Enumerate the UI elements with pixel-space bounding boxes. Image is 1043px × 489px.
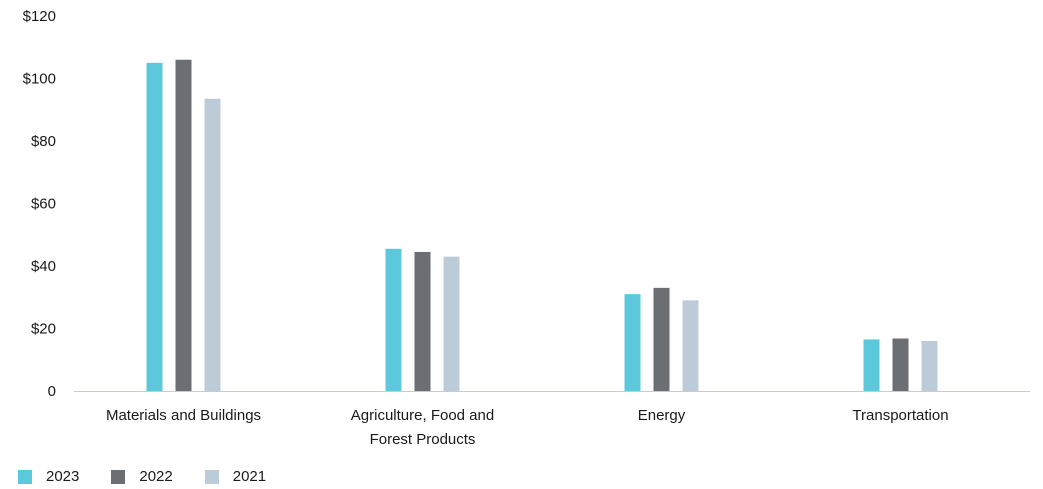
category-label: Materials and Buildings [106,407,261,424]
legend-label: 2022 [139,468,173,485]
y-tick-label: $20 [31,321,56,338]
category-label-line: Agriculture, Food and [351,407,494,424]
legend-label: 2021 [232,468,267,485]
bars [146,59,938,391]
category-label-line: Materials and Buildings [106,407,261,424]
category-label-line: Forest Products [370,431,476,448]
legend: 2023 2022 2021 [18,468,298,485]
y-tick-label: $60 [31,196,56,213]
category-label-line: Energy [638,407,686,424]
bar-2023 [385,248,402,391]
y-tick-label: $40 [31,258,56,275]
y-tick-label: 0 [48,383,56,400]
bar-2022 [414,251,431,391]
bar-2021 [921,341,938,391]
legend-label: 2023 [46,468,80,485]
bar-2023 [863,339,880,391]
category-labels: Materials and Buildings Agriculture, Food… [106,407,949,448]
bar-2021 [204,98,221,391]
legend-item-2023: 2023 [18,468,79,485]
legend-swatch [204,469,219,484]
category-label: Energy [638,407,686,424]
legend-swatch [111,469,126,484]
bar-2022 [653,287,670,391]
category-label-line: Transportation [852,407,948,424]
legend-swatch [18,469,32,484]
y-tick-label: $120 [23,8,56,25]
y-tick-label: $80 [31,133,56,150]
legend-item-2021: 2021 [204,468,267,485]
y-tick-label: $100 [23,71,56,88]
bar-2021 [443,256,460,391]
bar-chart: 0 $20 $40 $60 $80 $100 $120 Materials and Buil… [23,8,1030,448]
legend-item-2022: 2022 [111,468,173,485]
bar-2022 [892,338,909,391]
y-axis-ticks: 0 $20 $40 $60 $80 $100 $120 [23,8,56,400]
bar-2023 [146,62,163,391]
bar-2023 [624,294,641,391]
category-label: Agriculture, Food and Forest Products [351,407,494,448]
category-label: Transportation [852,407,948,424]
bar-2021 [682,300,699,391]
bar-2022 [175,59,192,391]
